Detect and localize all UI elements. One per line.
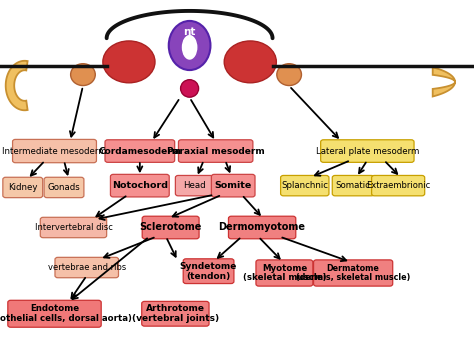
- FancyBboxPatch shape: [332, 175, 374, 196]
- FancyBboxPatch shape: [40, 217, 107, 238]
- FancyBboxPatch shape: [44, 177, 84, 198]
- Ellipse shape: [169, 21, 210, 70]
- Text: Notochord: Notochord: [112, 181, 168, 190]
- Text: Myotome
(skeletal muscle): Myotome (skeletal muscle): [243, 264, 326, 282]
- Text: Lateral plate mesoderm: Lateral plate mesoderm: [316, 147, 419, 155]
- FancyBboxPatch shape: [228, 216, 296, 239]
- Text: Head: Head: [183, 181, 206, 190]
- Text: Somite: Somite: [215, 181, 252, 190]
- Text: Endotome
(endothelial cells, dorsal aorta): Endotome (endothelial cells, dorsal aort…: [0, 304, 131, 323]
- Text: Dermomyotome: Dermomyotome: [219, 222, 306, 233]
- Text: Paraxial mesoderm: Paraxial mesoderm: [167, 147, 264, 155]
- Text: Somatic: Somatic: [336, 181, 371, 190]
- Text: Intervertebral disc: Intervertebral disc: [35, 223, 112, 232]
- FancyBboxPatch shape: [142, 216, 199, 239]
- Text: Intermediate mesoderm: Intermediate mesoderm: [2, 147, 107, 155]
- FancyBboxPatch shape: [8, 300, 101, 327]
- Polygon shape: [433, 67, 455, 96]
- Text: Cordamesoderm: Cordamesoderm: [98, 147, 182, 155]
- Ellipse shape: [71, 64, 95, 86]
- Ellipse shape: [277, 64, 301, 86]
- Text: vertebrae and ribs: vertebrae and ribs: [47, 263, 126, 272]
- Ellipse shape: [181, 34, 198, 60]
- FancyBboxPatch shape: [256, 260, 313, 286]
- Text: Sclerotome: Sclerotome: [139, 222, 202, 233]
- FancyBboxPatch shape: [13, 139, 97, 163]
- Ellipse shape: [181, 80, 199, 97]
- Text: Splanchnic: Splanchnic: [281, 181, 328, 190]
- FancyBboxPatch shape: [183, 259, 234, 284]
- Ellipse shape: [224, 41, 276, 83]
- Text: Gonads: Gonads: [47, 183, 81, 192]
- FancyBboxPatch shape: [3, 177, 43, 198]
- FancyBboxPatch shape: [281, 175, 329, 196]
- Text: Extraembrionic: Extraembrionic: [366, 181, 430, 190]
- Polygon shape: [6, 61, 27, 110]
- FancyBboxPatch shape: [175, 175, 213, 196]
- Text: Arthrotome
(vertebral joints): Arthrotome (vertebral joints): [132, 304, 219, 323]
- Ellipse shape: [103, 41, 155, 83]
- FancyBboxPatch shape: [211, 174, 255, 197]
- FancyBboxPatch shape: [313, 260, 392, 286]
- FancyBboxPatch shape: [372, 175, 425, 196]
- FancyBboxPatch shape: [110, 174, 169, 197]
- Text: nt: nt: [183, 27, 196, 37]
- FancyBboxPatch shape: [320, 140, 414, 162]
- Text: Syndetome
(tendon): Syndetome (tendon): [180, 262, 237, 281]
- FancyBboxPatch shape: [178, 140, 253, 162]
- Text: Dermatome
(dermis, skeletal muscle): Dermatome (dermis, skeletal muscle): [296, 264, 410, 282]
- FancyBboxPatch shape: [142, 301, 209, 326]
- FancyBboxPatch shape: [105, 140, 174, 162]
- Text: Kidney: Kidney: [8, 183, 37, 192]
- FancyBboxPatch shape: [55, 257, 118, 278]
